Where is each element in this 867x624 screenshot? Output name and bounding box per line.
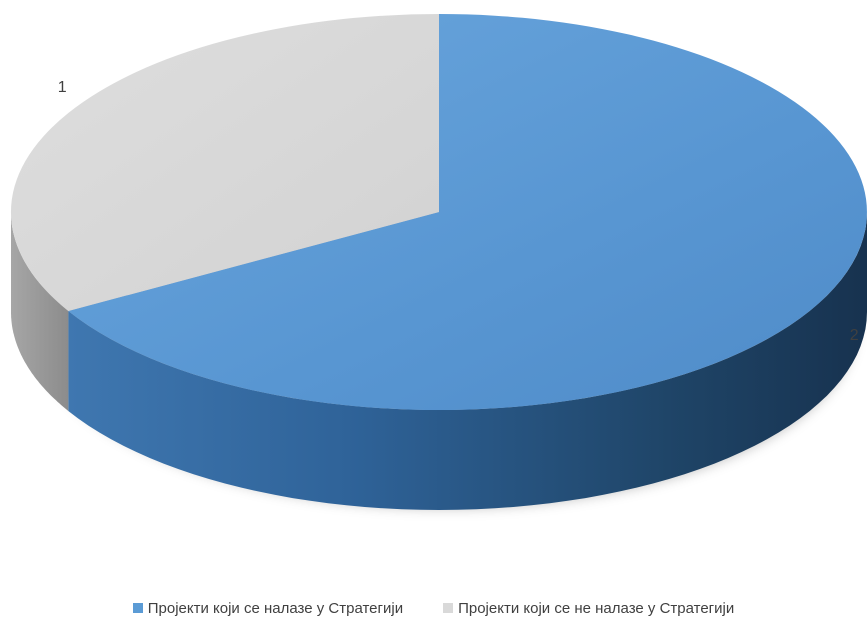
legend-item-in-strategy: Пројекти који се налазе у Стратегији bbox=[132, 599, 404, 617]
pie-slice-side-2 bbox=[11, 212, 69, 411]
legend-label: Пројекти који се не налазе у Стратегији bbox=[458, 599, 735, 617]
data-label-slice-1: 2 bbox=[850, 327, 859, 344]
data-label-slice-2: 1 bbox=[58, 79, 67, 96]
legend-item-not-in-strategy: Пројекти који се не налазе у Стратегији bbox=[443, 600, 734, 617]
legend-label: Пројекти који се налазе у Стратегији bbox=[147, 599, 404, 617]
chart-legend: Пројекти који се налазе у Стратегији Про… bbox=[0, 596, 867, 620]
legend-swatch-blue bbox=[132, 603, 143, 613]
pie-slice-side-1 bbox=[68, 212, 867, 510]
pie-slice-2 bbox=[10, 14, 439, 311]
legend-swatch-grey bbox=[443, 603, 454, 613]
pie-chart: 21 bbox=[10, 14, 867, 510]
pie-slice-1 bbox=[68, 14, 867, 411]
